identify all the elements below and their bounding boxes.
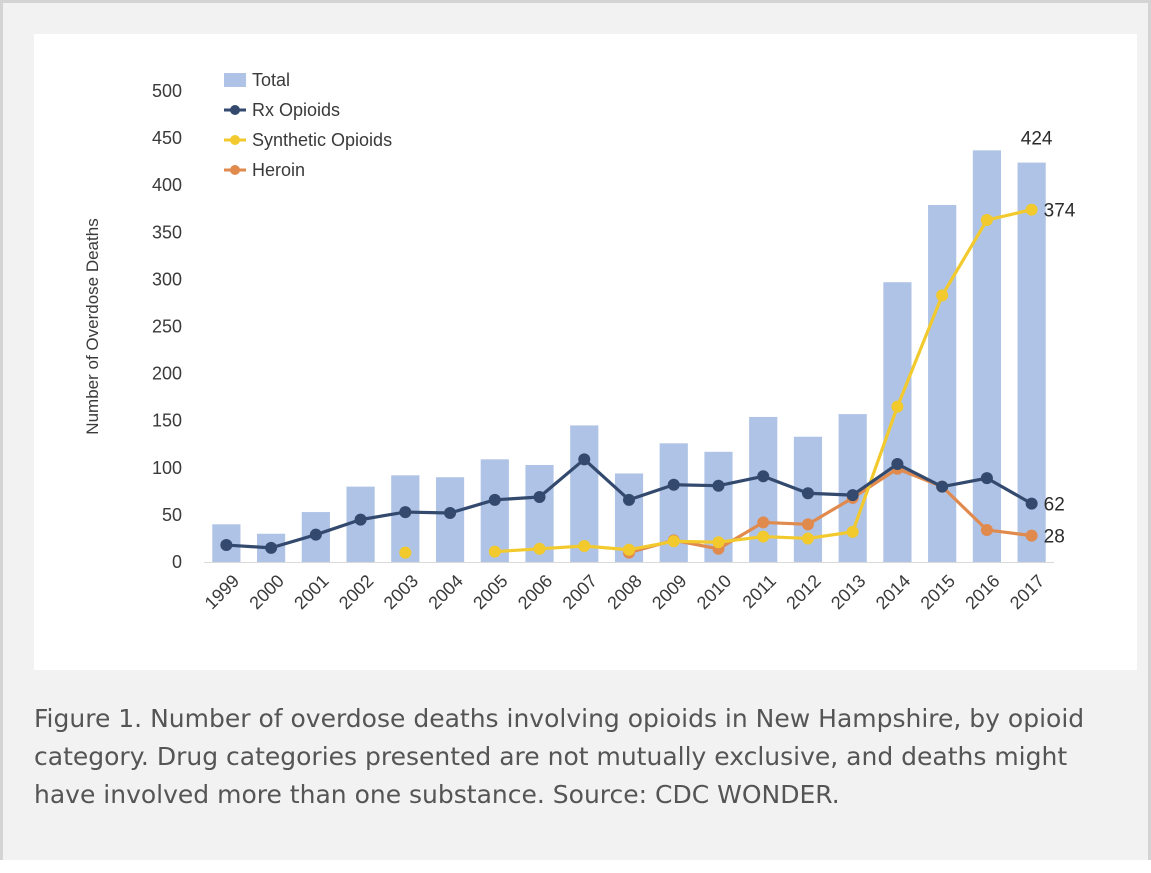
point-synthetic-opioids — [1025, 203, 1038, 216]
x-tick-label: 2005 — [469, 571, 511, 613]
bar-total — [883, 282, 912, 562]
point-rx-opioids — [846, 489, 859, 502]
overdose-deaths-chart: 0 50 100 150 200 250 300 350 400 450 500 Number of … — [83, 70, 1076, 613]
point-synthetic-opioids — [757, 530, 770, 543]
bar-total — [435, 477, 465, 562]
bar-total — [928, 204, 957, 562]
legend-marker-synthetic-opioids — [230, 135, 240, 145]
legend-label-rx-opioids: Rx Opioids — [252, 100, 340, 120]
legend-marker-heroin — [230, 165, 240, 175]
x-tick-label: 2016 — [961, 571, 1003, 613]
point-heroin — [1025, 529, 1038, 542]
point-rx-opioids — [444, 507, 457, 520]
y-tick-label: 450 — [152, 128, 182, 148]
x-tick-label: 2006 — [514, 571, 556, 613]
x-tick-label: 2017 — [1006, 571, 1048, 613]
y-tick-label: 100 — [152, 458, 182, 478]
point-synthetic-opioids — [578, 539, 591, 552]
point-synthetic-opioids — [667, 535, 680, 548]
legend-label-total: Total — [252, 70, 290, 90]
y-tick-label: 150 — [152, 411, 182, 431]
point-synthetic-opioids — [623, 543, 635, 556]
point-rx-opioids — [891, 458, 904, 471]
point-synthetic-opioids — [980, 214, 993, 227]
x-tick-label: 2004 — [424, 571, 466, 613]
point-synthetic-opioids — [891, 400, 904, 413]
point-rx-opioids — [309, 528, 322, 541]
bar-total — [480, 459, 509, 562]
point-heroin — [980, 523, 993, 536]
point-rx-opioids — [623, 493, 635, 506]
point-synthetic-opioids — [801, 532, 814, 545]
y-tick-label: 500 — [152, 81, 182, 101]
point-rx-opioids — [399, 506, 412, 519]
point-heroin — [801, 518, 814, 531]
chart-panel: 0 50 100 150 200 250 300 350 400 450 500 Number of … — [34, 34, 1137, 670]
point-rx-opioids — [801, 487, 814, 500]
data-label-heroin: 28 — [1044, 527, 1065, 548]
x-tick-label: 2001 — [290, 571, 332, 613]
point-rx-opioids — [936, 480, 949, 493]
point-heroin — [757, 516, 770, 529]
point-rx-opioids — [220, 539, 233, 552]
bar-total — [1017, 162, 1046, 563]
bar-total — [972, 150, 1001, 562]
x-tick-label: 2009 — [648, 571, 690, 613]
point-rx-opioids — [757, 470, 770, 483]
y-tick-label: 200 — [152, 364, 182, 384]
y-tick-label: 0 — [172, 552, 182, 572]
legend-label-heroin: Heroin — [252, 160, 305, 180]
point-synthetic-opioids — [712, 536, 725, 549]
y-tick-label: 250 — [152, 317, 182, 337]
point-synthetic-opioids — [936, 289, 949, 302]
point-rx-opioids — [488, 493, 501, 506]
point-synthetic-opioids — [488, 545, 501, 558]
point-rx-opioids — [980, 472, 993, 485]
x-tick-label: 2014 — [872, 571, 914, 613]
x-tick-label: 1999 — [201, 571, 243, 613]
y-axis-title: Number of Overdose Deaths — [83, 218, 102, 434]
data-label-rx-opioids: 62 — [1044, 495, 1065, 516]
x-tick-label: 2013 — [827, 571, 869, 613]
legend-label-synthetic-opioids: Synthetic Opioids — [252, 130, 392, 150]
point-rx-opioids — [265, 541, 278, 554]
x-tick-label: 2003 — [380, 571, 422, 613]
point-rx-opioids — [354, 513, 367, 526]
legend-marker-rx-opioids — [230, 105, 240, 115]
x-tick-label: 2007 — [559, 571, 601, 613]
point-rx-opioids — [578, 453, 591, 466]
point-rx-opioids — [1025, 497, 1038, 510]
bar-total — [570, 425, 599, 562]
x-tick-label: 2015 — [917, 571, 959, 613]
figure-caption: Figure 1. Number of overdose deaths invo… — [34, 704, 1085, 809]
y-tick-label: 400 — [152, 175, 182, 195]
x-tick-label: 2000 — [245, 571, 287, 613]
point-rx-opioids — [667, 478, 680, 491]
y-tick-label: 50 — [162, 505, 182, 525]
line-heroin — [628, 467, 1032, 555]
point-synthetic-opioids — [846, 525, 859, 538]
x-tick-label: 2012 — [782, 571, 824, 613]
x-tick-label: 2010 — [693, 571, 735, 613]
x-tick-label: 2002 — [335, 571, 377, 613]
data-label-total: 424 — [1021, 129, 1053, 150]
point-synthetic-opioids — [399, 546, 412, 559]
point-rx-opioids — [533, 491, 546, 504]
x-tick-label: 2008 — [603, 571, 645, 613]
point-rx-opioids — [712, 479, 725, 492]
y-tick-label: 300 — [152, 269, 182, 289]
point-synthetic-opioids — [533, 542, 546, 555]
legend-swatch-total — [224, 73, 246, 87]
data-label-synthetic-opioids: 374 — [1044, 201, 1076, 222]
y-tick-label: 350 — [152, 222, 182, 242]
x-tick-label: 2011 — [739, 571, 781, 613]
